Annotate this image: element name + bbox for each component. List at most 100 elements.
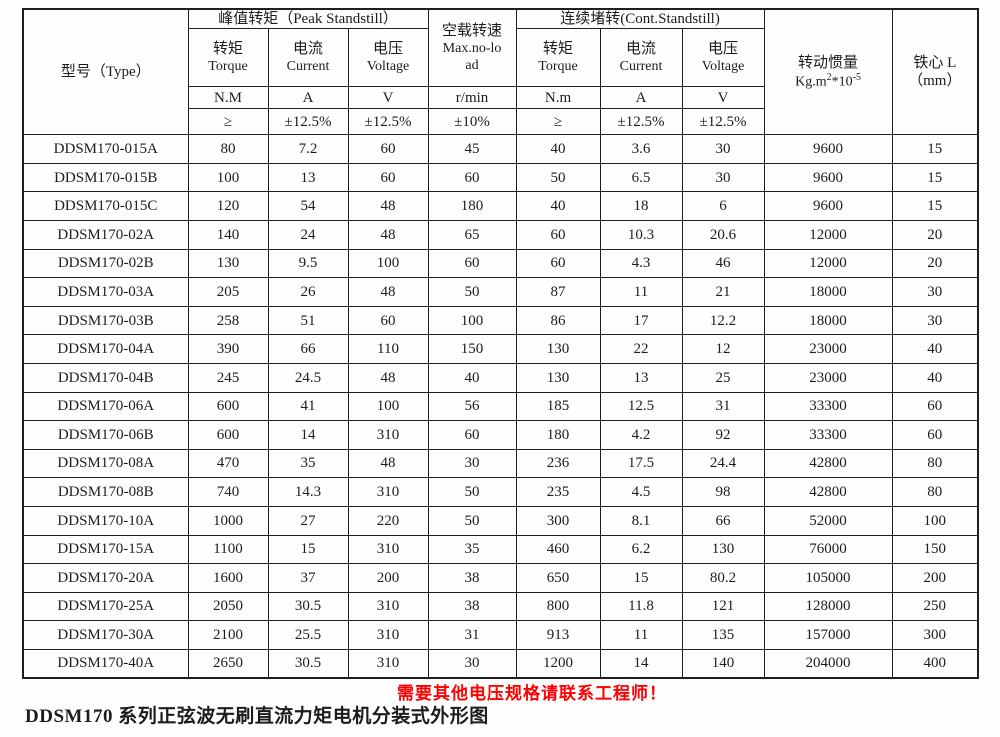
value-cell: 2100 [187,620,269,650]
value-cell: 46 [681,248,765,279]
value-cell: 21 [681,277,765,307]
value-cell: 300 [891,620,979,650]
noload-label-en-2: ad [465,58,479,74]
value-cell: 48 [347,363,429,393]
value-cell: 60 [347,162,429,193]
value-cell: 100 [347,391,429,422]
value-cell: 130 [515,334,601,365]
value-cell: 300 [515,506,601,536]
value-cell: 98 [681,477,765,508]
spec-row: DDSM170-015A 80 7.2 60 45 40 3.6 30 9600 15 [22,134,979,164]
noload-label-cn: 空载转速 [442,22,503,39]
model-cell: DDSM170-015B [22,162,189,193]
value-cell: 30.5 [267,648,349,679]
spec-row: DDSM170-10A 1000 27 220 50 300 8.1 66 52000 100 [22,506,979,536]
spec-row: DDSM170-30A 2100 25.5 310 31 913 11 135 157000 30… [22,620,979,650]
inertia-unit-mid: *10 [831,74,853,90]
value-cell: 12.2 [681,305,765,336]
value-cell: 60 [427,420,517,450]
value-cell: 80 [891,477,979,508]
value-cell: 105000 [763,563,893,593]
value-cell: 135 [681,620,765,650]
value-cell: 54 [267,191,349,222]
value-cell: 310 [347,420,429,450]
value-cell: 310 [347,477,429,508]
value-cell: 37 [267,563,349,593]
value-cell: 24 [267,220,349,250]
value-cell: 6.2 [599,534,683,565]
model-cell: DDSM170-15A [22,534,189,565]
value-cell: 65 [427,220,517,250]
peak-voltage-label-en: Voltage [366,59,410,75]
value-cell: 185 [515,391,601,422]
value-cell: 130 [681,534,765,565]
value-cell: 31 [427,620,517,650]
value-cell: 30 [891,277,979,307]
value-cell: 130 [515,363,601,393]
spec-row: DDSM170-06A 600 41 100 56 185 12.5 31 33300 60 [22,391,979,422]
header-row-groups: 型号（Type） 峰值转矩（Peak Standstill） 空载转速 Max.… [22,8,979,136]
value-cell: 38 [427,591,517,622]
spec-table-header: 型号（Type） 峰值转矩（Peak Standstill） 空载转速 Max.… [22,8,979,136]
core-label: 铁心 L [913,54,957,71]
value-cell: 9.5 [267,248,349,279]
value-cell: 400 [891,648,979,679]
value-cell: 41 [267,391,349,422]
unit-cell: N.m [515,86,601,110]
value-cell: 31 [681,391,765,422]
spec-row: DDSM170-04A 390 66 110 150 130 22 12 23000 40 [22,334,979,365]
value-cell: 310 [347,648,429,679]
value-cell: 30 [427,448,517,479]
spec-row: DDSM170-20A 1600 37 200 38 650 15 80.2 105000 200 [22,563,979,593]
spec-table-body: DDSM170-015A 80 7.2 60 45 40 3.6 30 9600 15 DDSM17… [22,134,979,679]
type-column-header: 型号（Type） [22,8,189,136]
value-cell: 20.6 [681,220,765,250]
value-cell: 100 [187,162,269,193]
spec-row: DDSM170-40A 2650 30.5 310 30 1200 14 140 204000 4… [22,648,979,679]
value-cell: 9600 [763,191,893,222]
value-cell: 30 [681,162,765,193]
tolerance-cell: ±12.5% [347,108,429,136]
value-cell: 14.3 [267,477,349,508]
value-cell: 2050 [187,591,269,622]
value-cell: 87 [515,277,601,307]
value-cell: 60 [891,391,979,422]
value-cell: 235 [515,477,601,508]
value-cell: 140 [187,220,269,250]
inertia-unit-sup1: 2 [826,71,832,83]
tolerance-cell: ±12.5% [267,108,349,136]
value-cell: 4.3 [599,248,683,279]
value-cell: 200 [347,563,429,593]
value-cell: 10.3 [599,220,683,250]
value-cell: 310 [347,534,429,565]
value-cell: 52000 [763,506,893,536]
header-row-tolerances: ≥ ±12.5% ±12.5% ±10% ≥ ±12.5% ±12.5% [23,108,978,136]
value-cell: 48 [347,277,429,307]
value-cell: 18000 [763,305,893,336]
peak-torque-label-cn: 转矩 [212,41,243,58]
peak-current-label-cn: 电流 [292,41,323,58]
noload-label-en-1: Max.no-lo [442,41,502,57]
unit-cell: A [267,86,349,110]
tolerance-cell: ≥ [187,108,269,136]
spec-row: DDSM170-08A 470 35 48 30 236 17.5 24.4 42800 80 [22,448,979,479]
value-cell: 48 [347,191,429,222]
value-cell: 45 [427,134,517,164]
value-cell: 1100 [187,534,269,565]
value-cell: 80 [891,448,979,479]
value-cell: 15 [891,162,979,193]
value-cell: 200 [891,563,979,593]
value-cell: 15 [891,134,979,164]
value-cell: 50 [515,162,601,193]
value-cell: 245 [187,363,269,393]
value-cell: 800 [515,591,601,622]
unit-cell: N.M [187,86,269,110]
value-cell: 4.2 [599,420,683,450]
value-cell: 24.5 [267,363,349,393]
value-cell: 180 [515,420,601,450]
value-cell: 1200 [515,648,601,679]
value-cell: 310 [347,620,429,650]
value-cell: 30.5 [267,591,349,622]
cont-current-label-cn: 电流 [626,41,657,58]
